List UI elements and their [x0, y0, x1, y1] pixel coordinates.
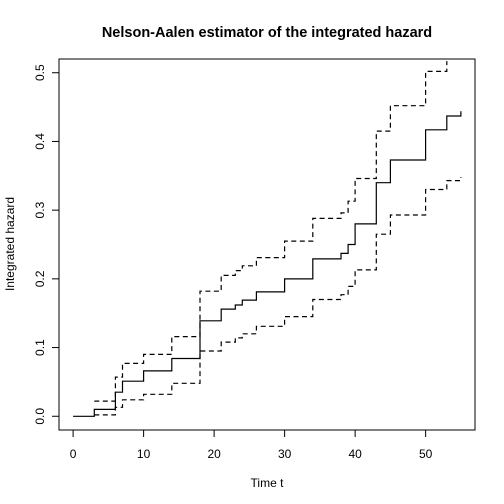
x-tick-label: 10 — [137, 447, 151, 461]
plot-frame — [58, 58, 476, 431]
y-tick-label: 0.4 — [33, 133, 47, 150]
x-tick-label: 20 — [207, 447, 221, 461]
chart-title: Nelson-Aalen estimator of the integrated… — [102, 25, 432, 41]
y-tick-label: 0.2 — [33, 270, 47, 287]
x-axis: 0 10 20 30 40 50 — [70, 429, 433, 461]
estimate-step-line — [73, 111, 462, 417]
y-axis-label: Integrated hazard — [3, 197, 17, 291]
y-axis: 0.0 0.1 0.2 0.3 0.4 0.5 — [33, 64, 60, 425]
y-tick-label: 0.3 — [33, 201, 47, 218]
x-tick-label: 40 — [348, 447, 362, 461]
x-axis-label: Time t — [251, 476, 285, 490]
x-tick-label: 50 — [419, 447, 433, 461]
x-tick-label: 30 — [278, 447, 292, 461]
lower-step-line — [94, 177, 462, 416]
y-tick-label: 0.0 — [33, 408, 47, 425]
y-tick-label: 0.5 — [33, 64, 47, 81]
upper-step-line — [94, 61, 448, 402]
y-tick-label: 0.1 — [33, 339, 47, 356]
series-layer — [73, 61, 462, 417]
x-tick-label: 0 — [70, 447, 77, 461]
